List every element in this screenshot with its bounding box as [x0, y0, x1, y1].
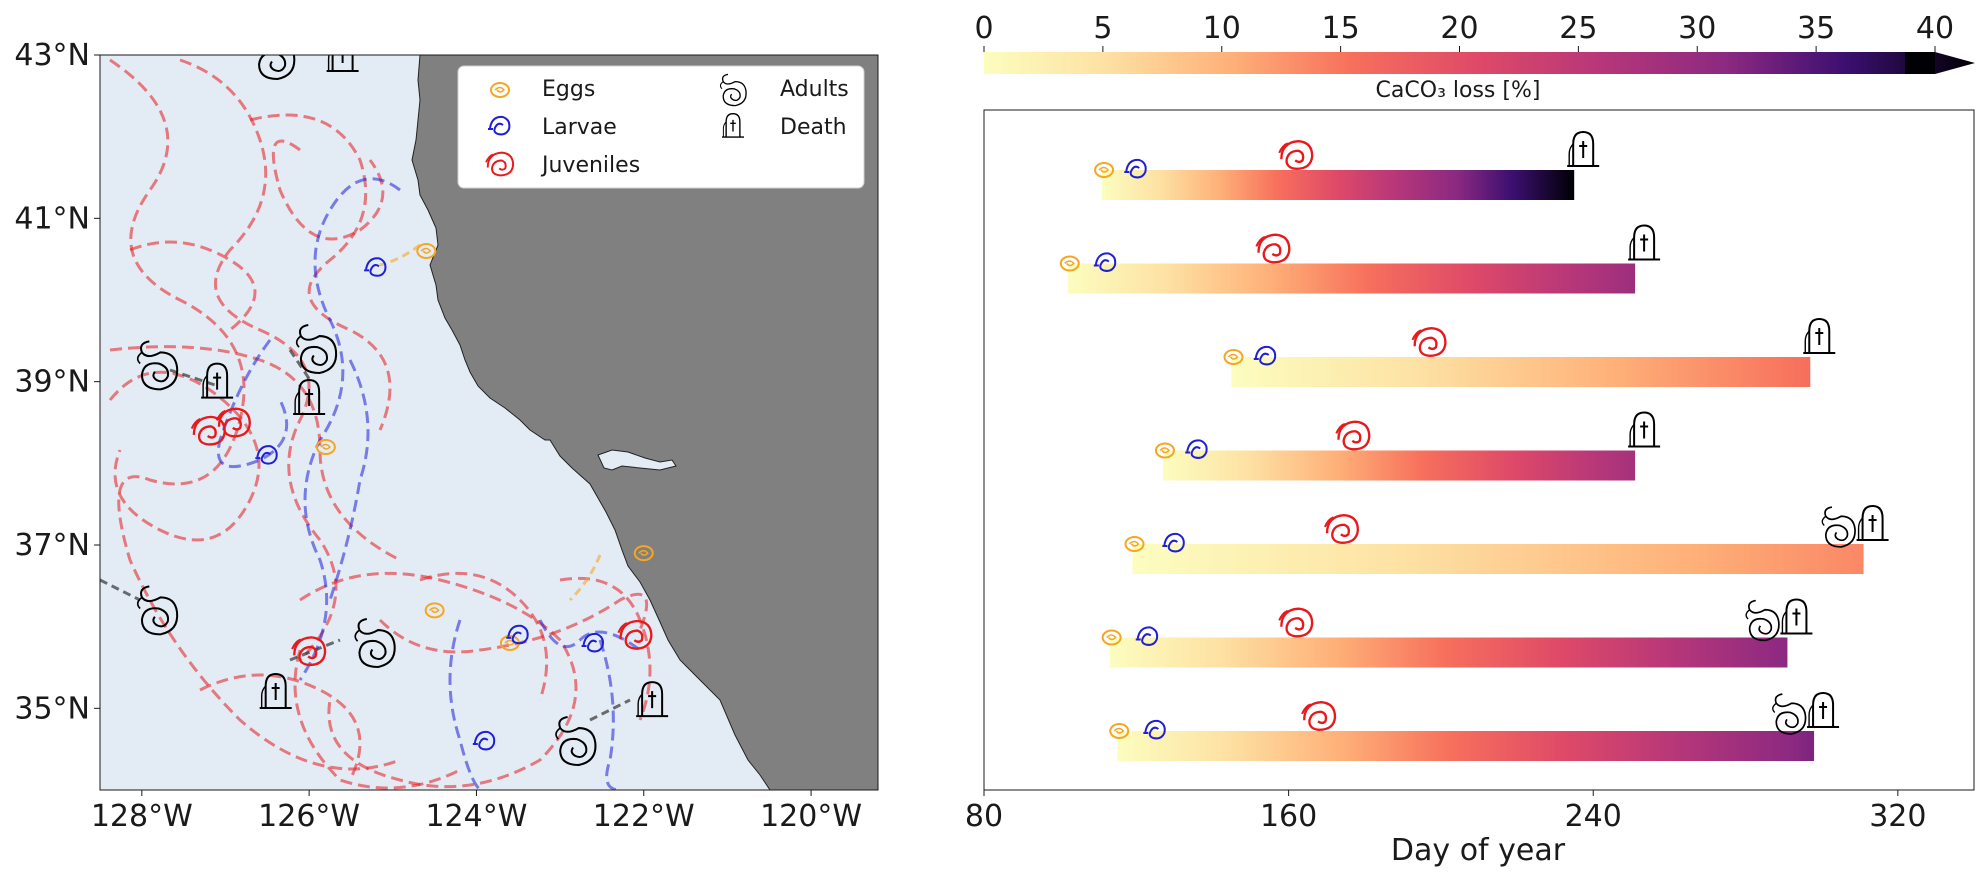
colorbar-label: CaCO₃ loss [%] [1376, 78, 1541, 103]
x-tick-label: 80 [965, 799, 1003, 834]
land [411, 55, 878, 790]
map-legend: Eggs Larvae Juveniles Adults Death [457, 65, 865, 189]
lat-tick-label: 43°N [14, 38, 90, 73]
lat-tick-label: 41°N [14, 201, 90, 236]
colorbar-tick-label: 0 [974, 11, 993, 46]
lat-tick-labels: 43°N 41°N 39°N 37°N 35°N [14, 38, 100, 726]
gantt-bar [1162, 450, 1636, 481]
gantt-row [1223, 317, 1837, 387]
legend-label-juveniles: Juveniles [540, 153, 640, 178]
map-panel: 43°N 41°N 39°N 37°N 35°N 128°W 126°W 124°W 122°… [14, 38, 879, 834]
legend-item-adults: Adults [719, 73, 849, 107]
colorbar-tick-label: 10 [1203, 11, 1241, 46]
colorbar-tick-label: 30 [1678, 11, 1716, 46]
legend-item-eggs: Eggs [490, 77, 595, 102]
lon-tick-label: 124°W [425, 799, 527, 834]
gantt-bar [1132, 544, 1864, 574]
trajectories-eggs [379, 243, 602, 602]
legend-item-death: Death [721, 112, 847, 140]
map-frame [99, 54, 879, 791]
colorbar-tick-label: 25 [1559, 11, 1597, 46]
lon-tick-label: 128°W [91, 799, 193, 834]
gantt-row [1124, 504, 1890, 574]
lon-tick-label: 126°W [258, 799, 360, 834]
colorbar-tick-label: 20 [1440, 11, 1478, 46]
x-tick-labels: 80 160 240 320 [965, 790, 1926, 834]
gantt-bar [1109, 637, 1788, 668]
bay [597, 449, 677, 471]
gantt-bar [1231, 357, 1811, 387]
legend-item-larvae: Larvae [487, 115, 617, 140]
x-tick-label: 240 [1565, 799, 1622, 834]
colorbar-tick-label: 35 [1797, 11, 1835, 46]
timeline-panel: 0 5 10 15 20 25 30 35 40 CaCO₃ loss [%] 80 160 240… [965, 11, 1975, 868]
gantt-row [1094, 130, 1601, 200]
legend-box [457, 65, 865, 189]
lon-tick-label: 120°W [760, 799, 862, 834]
gantt-row [1154, 411, 1662, 481]
lon-tick-label: 122°W [593, 799, 695, 834]
colorbar-tick-labels: 0 5 10 15 20 25 30 35 40 [974, 11, 1954, 52]
legend-label-larvae: Larvae [542, 115, 617, 140]
gantt-bar [1117, 731, 1815, 761]
x-tick-label: 320 [1869, 799, 1926, 834]
gantt-rows [1059, 130, 1890, 761]
legend-item-juveniles: Juveniles [485, 151, 640, 178]
gantt-row [1059, 224, 1662, 294]
gantt-row [1109, 691, 1841, 761]
x-axis-label: Day of year [1391, 833, 1566, 868]
colorbar-tick-label: 5 [1093, 11, 1112, 46]
colorbar: 0 5 10 15 20 25 30 35 40 CaCO₃ loss [%] [974, 11, 1975, 103]
timeline-frame [983, 109, 1975, 791]
lat-tick-label: 39°N [14, 365, 90, 400]
lon-tick-labels: 128°W 126°W 124°W 122°W 120°W [91, 790, 862, 834]
trajectories-larvae [217, 177, 641, 790]
gantt-row [1101, 598, 1814, 668]
legend-label-adults: Adults [780, 77, 849, 102]
legend-label-eggs: Eggs [542, 77, 595, 102]
colorbar-tick-label: 15 [1322, 11, 1360, 46]
lat-tick-label: 35°N [14, 691, 90, 726]
colorbar-bar [984, 52, 1975, 74]
x-tick-label: 160 [1260, 799, 1317, 834]
gantt-bar [1067, 263, 1636, 294]
legend-label-death: Death [780, 115, 847, 140]
trajectories-juveniles [108, 58, 652, 790]
colorbar-tick-label: 40 [1916, 11, 1954, 46]
colorbar-extend-tip [1905, 52, 1935, 74]
gantt-bar [1102, 170, 1575, 200]
lat-tick-label: 37°N [14, 528, 90, 563]
